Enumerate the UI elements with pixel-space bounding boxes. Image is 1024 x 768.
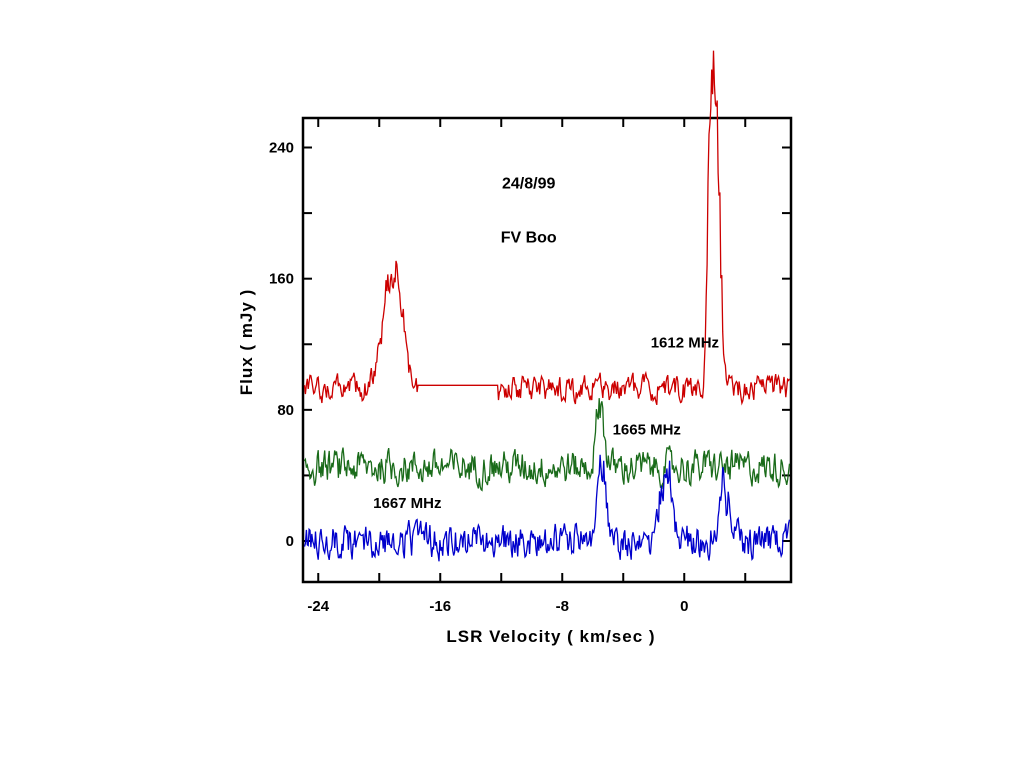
x-tick-label: -8 <box>556 598 569 615</box>
series-line-1667-mhz <box>303 454 791 562</box>
x-tick-label: 0 <box>680 598 688 615</box>
y-tick-label: 80 <box>277 402 294 419</box>
series-lines <box>303 50 791 562</box>
series-line-1665-mhz <box>303 398 791 492</box>
plot-frame <box>301 116 793 584</box>
axis-ticks: -24 -16 -8 0 0 80 160 240 <box>269 118 791 615</box>
series-label: 1612 MHz <box>651 335 719 352</box>
y-axis-title: Flux ( mJy ) <box>237 289 256 395</box>
series-label: 1667 MHz <box>373 495 441 512</box>
x-axis-title: LSR Velocity ( km/sec ) <box>446 627 655 646</box>
y-tick-label: 160 <box>269 271 294 288</box>
chart-annotation: FV Boo <box>501 230 557 247</box>
series-line-1612-mhz <box>303 50 791 406</box>
chart-annotation: 24/8/99 <box>502 176 555 193</box>
chart-labels: LSR Velocity ( km/sec ) Flux ( mJy ) 161… <box>237 176 719 646</box>
x-tick-label: -16 <box>429 598 451 615</box>
y-tick-label: 0 <box>286 533 294 550</box>
plot-border <box>301 116 793 584</box>
y-tick-label: 240 <box>269 140 294 157</box>
x-tick-label: -24 <box>307 598 329 615</box>
series-label: 1665 MHz <box>613 421 681 438</box>
